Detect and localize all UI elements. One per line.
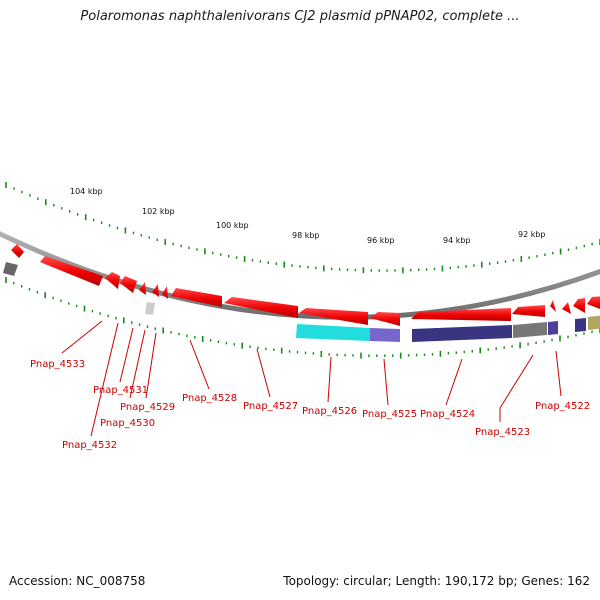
leader-line	[145, 332, 157, 399]
gene-arrow[interactable]	[11, 244, 24, 258]
leader-line	[119, 327, 134, 383]
domain-block[interactable]	[575, 318, 586, 332]
gene-label[interactable]: Pnap_4527	[243, 401, 298, 412]
gene-label[interactable]: Pnap_4532	[62, 440, 117, 451]
leader-line	[189, 339, 210, 390]
gene-label[interactable]: Pnap_4531	[93, 385, 148, 396]
domain-block[interactable]	[370, 328, 400, 342]
gene-label[interactable]: Pnap_4530	[100, 418, 155, 429]
leader-line	[555, 350, 562, 397]
map-title: Polaromonas naphthalenivorans CJ2 plasmi…	[80, 9, 520, 24]
scale-label: 102 kbp	[142, 207, 175, 216]
gene-label[interactable]: Pnap_4522	[535, 401, 590, 412]
gene-arrow[interactable]	[224, 297, 298, 318]
accession-text: Accession: NC_008758	[9, 574, 146, 588]
domain-block[interactable]	[548, 321, 558, 335]
scale-label: 92 kbp	[518, 230, 546, 239]
gene-label[interactable]: Pnap_4526	[302, 406, 357, 417]
scale-label: 104 kbp	[70, 187, 103, 196]
gene-arrow[interactable]	[411, 308, 511, 321]
gene-labels: Pnap_4533 Pnap_4531 Pnap_4529 Pnap_4530 …	[30, 359, 590, 451]
gene-features	[3, 244, 600, 326]
gene-arrow[interactable]	[139, 282, 146, 295]
gene-arrow[interactable]	[587, 296, 600, 311]
leader-line	[256, 348, 271, 398]
gene-arrow[interactable]	[145, 302, 155, 315]
genome-stats-text: Topology: circular; Length: 190,172 bp; …	[283, 574, 590, 588]
gene-label[interactable]: Pnap_4523	[475, 427, 530, 438]
gene-arrow[interactable]	[120, 276, 137, 293]
leader-line	[499, 354, 534, 409]
domain-blocks	[296, 315, 600, 342]
leader-line	[61, 320, 103, 354]
gene-arrow[interactable]	[370, 312, 400, 326]
leader-line	[445, 358, 463, 406]
leader-line	[90, 322, 119, 437]
scale-labels: 104 kbp 102 kbp 100 kbp 98 kbp 96 kbp 94…	[70, 187, 546, 245]
gene-arrow[interactable]	[152, 284, 159, 297]
leader-line	[383, 358, 389, 406]
gene-label[interactable]: Pnap_4533	[30, 359, 85, 370]
leader-line	[327, 356, 332, 403]
outer-tick-ring	[5, 182, 600, 274]
inner-tick-ring	[5, 277, 600, 359]
gene-label[interactable]: Pnap_4528	[182, 393, 237, 404]
domain-block[interactable]	[588, 315, 600, 330]
gene-arrow[interactable]	[3, 262, 18, 276]
gene-label[interactable]: Pnap_4529	[120, 402, 175, 413]
scale-label: 100 kbp	[216, 221, 249, 230]
gene-arrow[interactable]	[573, 298, 585, 313]
gene-arrow[interactable]	[299, 308, 368, 325]
gene-arrow[interactable]	[550, 300, 556, 312]
gene-arrow[interactable]	[512, 305, 545, 317]
leader-line	[129, 329, 146, 399]
scale-label: 96 kbp	[367, 236, 395, 245]
gene-arrow[interactable]	[562, 302, 571, 314]
gene-label[interactable]: Pnap_4525	[362, 409, 417, 420]
gene-label[interactable]: Pnap_4524	[420, 409, 475, 420]
domain-block[interactable]	[296, 324, 370, 341]
domain-block[interactable]	[412, 325, 512, 342]
gene-arrow[interactable]	[40, 256, 103, 286]
plasmid-backbone	[0, 230, 600, 320]
scale-label: 94 kbp	[443, 236, 471, 245]
gene-arrow[interactable]	[162, 286, 168, 299]
gene-leader-lines	[61, 320, 562, 437]
domain-block[interactable]	[513, 322, 547, 338]
scale-label: 98 kbp	[292, 231, 320, 240]
gene-arrow[interactable]	[171, 288, 222, 307]
gene-arrow[interactable]	[105, 272, 120, 289]
